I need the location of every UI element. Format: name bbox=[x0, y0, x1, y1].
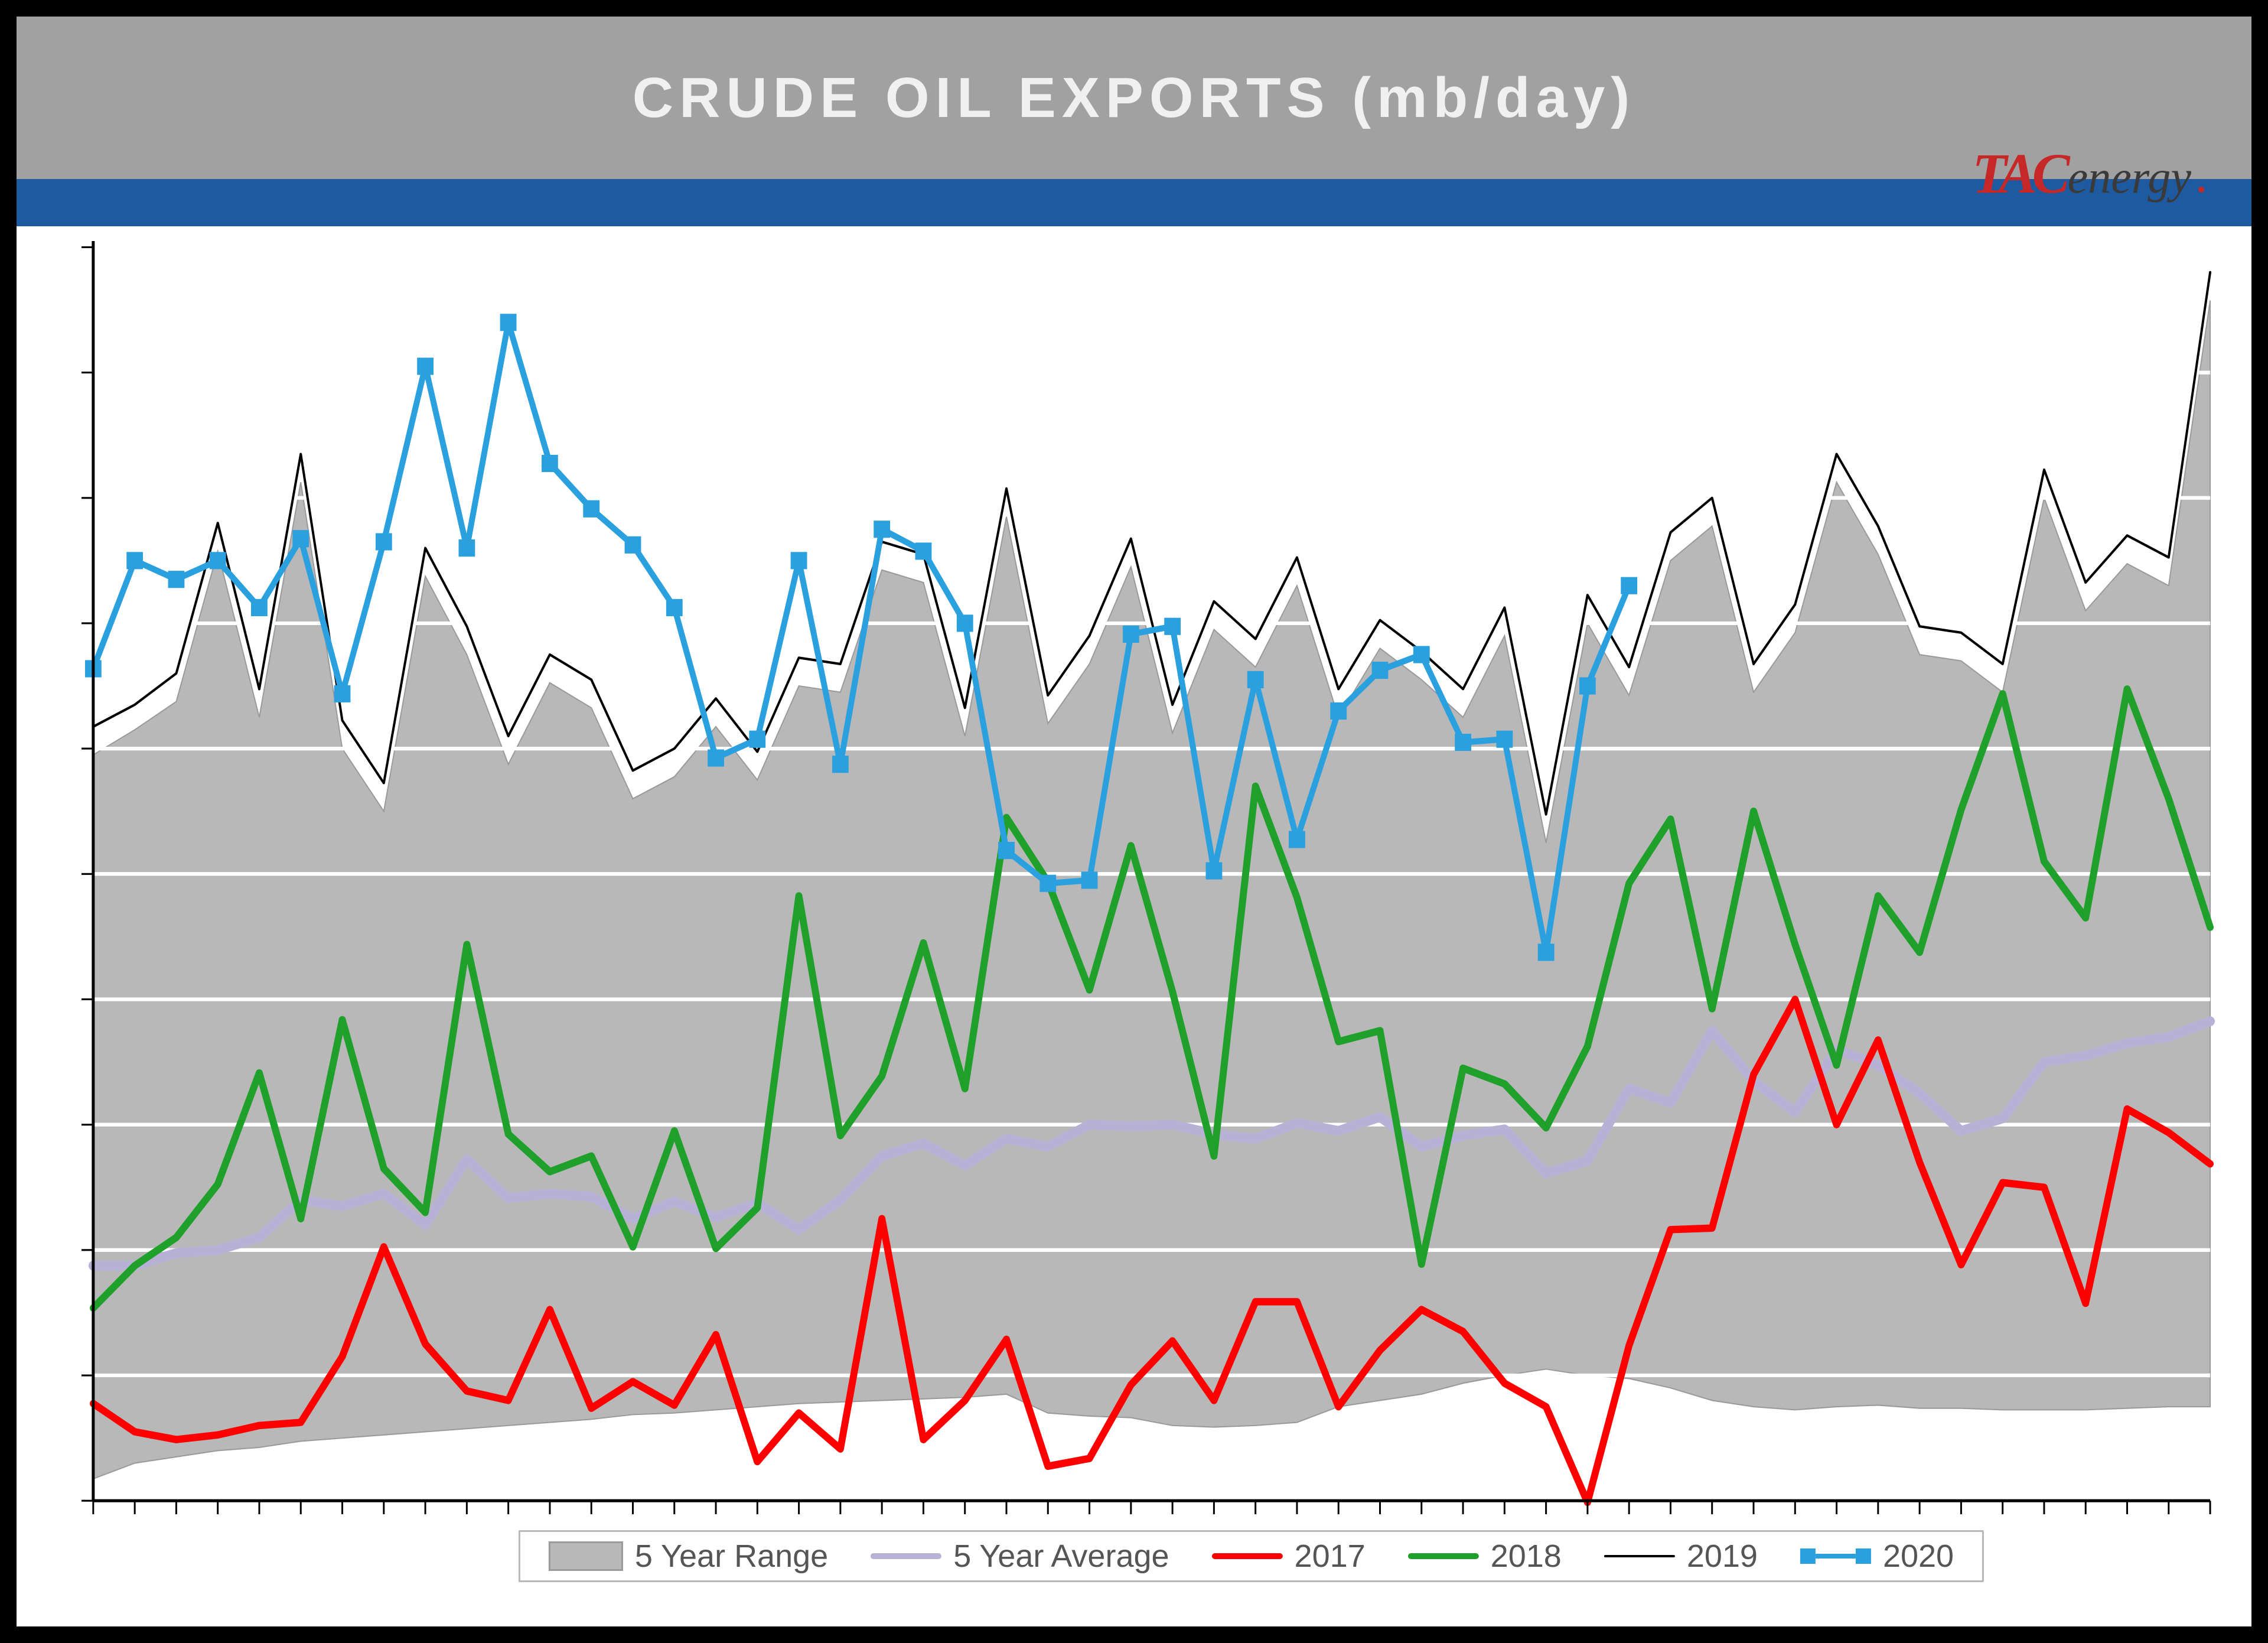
legend-item-2018: 2018 bbox=[1408, 1538, 1562, 1574]
title-bar: CRUDE OIL EXPORTS (mb/day) bbox=[17, 17, 2251, 179]
legend-label-2018: 2018 bbox=[1491, 1538, 1562, 1574]
legend-item-2020: 2020 bbox=[1800, 1538, 1954, 1574]
legend-label-range: 5 Year Range bbox=[635, 1538, 828, 1574]
legend-swatch-2018 bbox=[1408, 1553, 1479, 1559]
brand-logo: TAC energy bbox=[1972, 141, 2204, 206]
brand-logo-right: energy bbox=[2068, 151, 2191, 204]
legend-swatch-avg bbox=[871, 1553, 941, 1559]
legend-label-2017: 2017 bbox=[1295, 1538, 1366, 1574]
legend-swatch-2019 bbox=[1604, 1555, 1675, 1557]
chart-svg bbox=[82, 241, 2216, 1544]
chart-title: CRUDE OIL EXPORTS (mb/day) bbox=[633, 66, 1635, 131]
brand-logo-dot-icon bbox=[2198, 187, 2204, 193]
legend-item-avg: 5 Year Average bbox=[871, 1538, 1169, 1574]
brand-logo-left: TAC bbox=[1972, 141, 2065, 206]
legend-item-2017: 2017 bbox=[1212, 1538, 1366, 1574]
legend-label-avg: 5 Year Average bbox=[953, 1538, 1169, 1574]
header-accent-bar bbox=[17, 179, 2251, 226]
legend: 5 Year Range 5 Year Average 2017 2018 20… bbox=[519, 1530, 1984, 1582]
legend-label-2020: 2020 bbox=[1883, 1538, 1954, 1574]
legend-swatch-range bbox=[549, 1541, 623, 1571]
legend-label-2019: 2019 bbox=[1687, 1538, 1758, 1574]
legend-item-range: 5 Year Range bbox=[549, 1538, 828, 1574]
legend-swatch-2020 bbox=[1800, 1548, 1871, 1564]
chart-container: CRUDE OIL EXPORTS (mb/day) TAC energy 5 … bbox=[0, 0, 2268, 1643]
legend-swatch-2017 bbox=[1212, 1553, 1283, 1559]
plot-area bbox=[82, 241, 2216, 1544]
legend-item-2019: 2019 bbox=[1604, 1538, 1758, 1574]
